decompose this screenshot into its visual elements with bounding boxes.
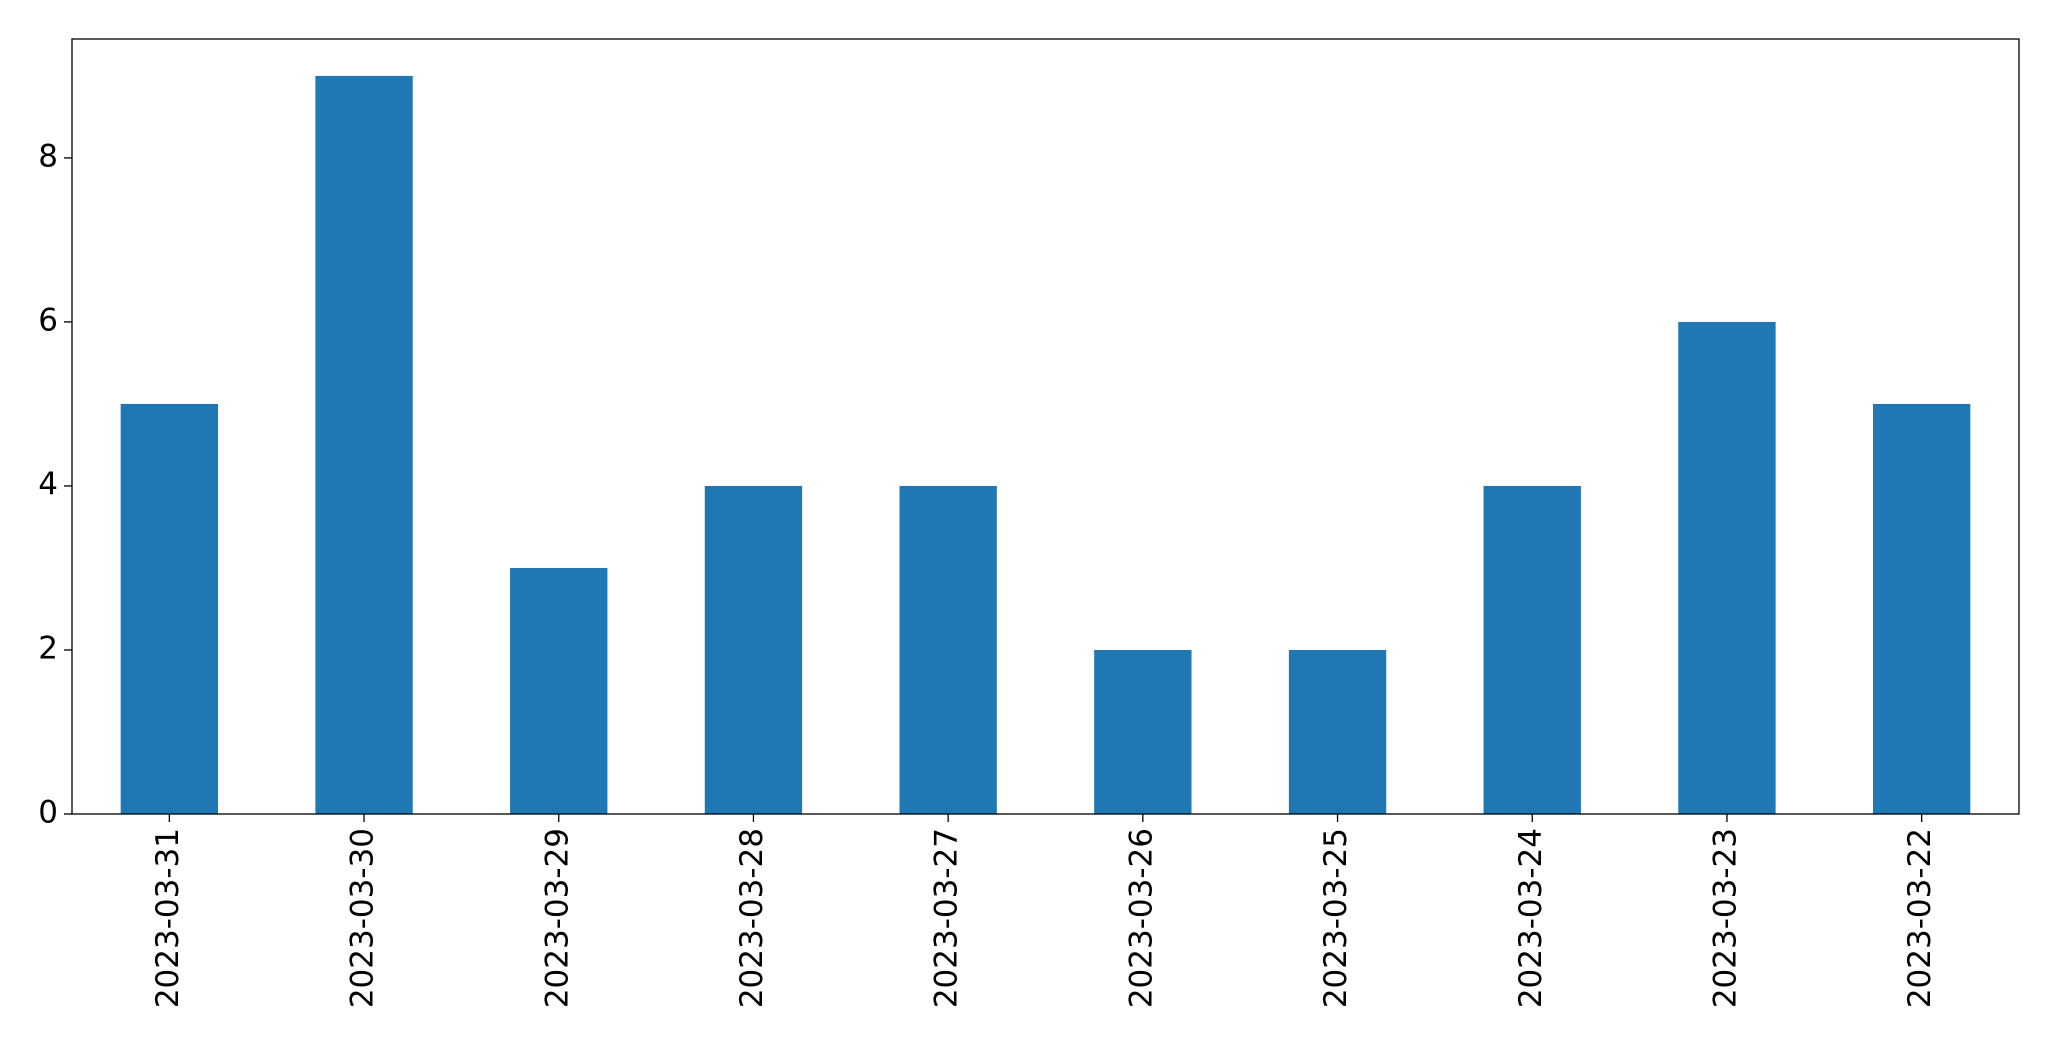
x-tick-label: 2023-03-31 <box>150 828 186 1008</box>
bar <box>899 485 997 814</box>
y-tick-label: 0 <box>38 795 58 831</box>
x-tick-label: 2023-03-29 <box>539 828 575 1008</box>
y-tick-label: 6 <box>38 302 58 338</box>
plot-frame <box>71 38 2020 815</box>
y-tick-label: 8 <box>38 138 58 174</box>
x-tick-label: 2023-03-24 <box>1513 828 1549 1008</box>
bar <box>1288 649 1387 814</box>
bar <box>1483 485 1581 814</box>
bar <box>704 485 803 814</box>
x-tick-label: 2023-03-25 <box>1318 828 1354 1008</box>
bar <box>315 75 413 814</box>
y-tick-label: 4 <box>38 466 58 502</box>
x-tick-label: 2023-03-23 <box>1707 828 1743 1008</box>
bar <box>120 403 219 814</box>
bar <box>1872 403 1971 814</box>
x-tick-label: 2023-03-28 <box>734 828 770 1008</box>
x-tick-label: 2023-03-27 <box>929 828 965 1008</box>
bar <box>510 567 608 814</box>
bar <box>1094 649 1192 814</box>
bar <box>1678 321 1776 814</box>
x-tick-label: 2023-03-30 <box>345 828 381 1008</box>
x-tick-label: 2023-03-22 <box>1902 828 1938 1008</box>
y-tick-label: 2 <box>38 630 58 666</box>
x-tick-label: 2023-03-26 <box>1123 828 1159 1008</box>
